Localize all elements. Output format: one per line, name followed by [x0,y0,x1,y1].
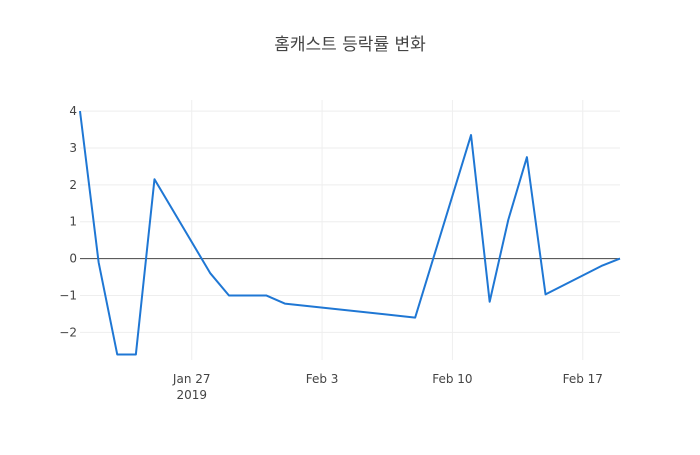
x-tick-label: Feb 3 [306,372,339,386]
y-tick-label: 1 [69,215,77,229]
y-tick-label: −2 [59,325,77,339]
x-tick-label: Feb 10 [432,372,472,386]
y-tick-label: 4 [69,104,77,118]
series-layer [79,110,621,356]
series-line [79,110,621,356]
y-tick-label: 3 [69,141,77,155]
y-tick-label: 2 [69,178,77,192]
x-tick-year-label: 2019 [176,388,207,402]
axis-layer: 4 3 2 1 0 −1 −2 Jan 27 2019 Feb 3 Feb 10 Feb 17 [59,104,603,402]
x-tick-label: Jan 27 [172,372,211,386]
chart-title: 홈캐스트 등락률 변화 [274,35,426,55]
x-tick-label: Feb 17 [563,372,603,386]
grid-layer [80,100,620,360]
y-tick-label: 0 [69,252,77,266]
y-tick-label: −1 [59,288,77,302]
